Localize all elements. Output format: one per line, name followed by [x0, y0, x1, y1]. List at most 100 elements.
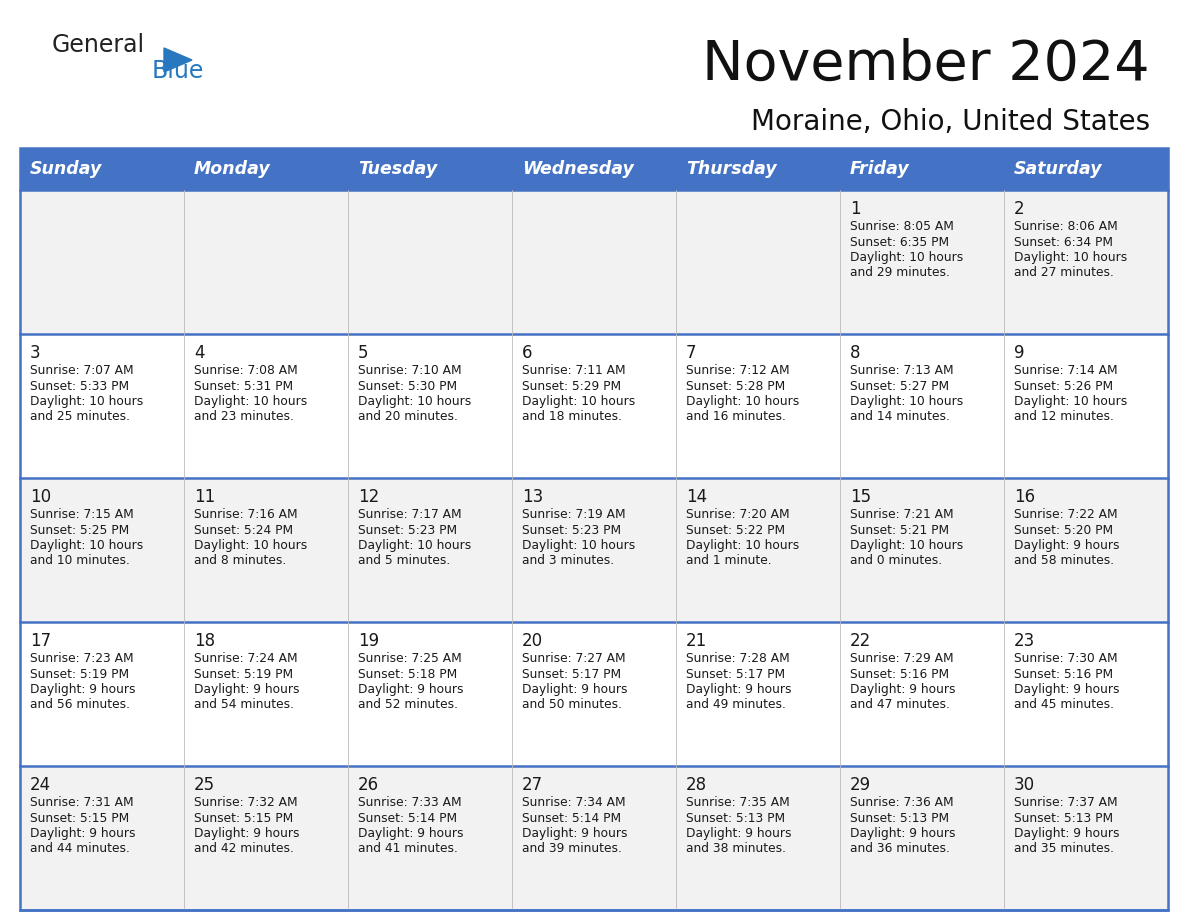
- Text: and 44 minutes.: and 44 minutes.: [30, 843, 129, 856]
- Text: Sunrise: 7:17 AM: Sunrise: 7:17 AM: [358, 508, 462, 521]
- Text: Blue: Blue: [152, 59, 204, 83]
- Text: 16: 16: [1015, 488, 1035, 506]
- Text: and 49 minutes.: and 49 minutes.: [685, 699, 786, 711]
- Text: and 58 minutes.: and 58 minutes.: [1015, 554, 1114, 567]
- Text: 6: 6: [522, 344, 532, 362]
- Text: Sunrise: 7:35 AM: Sunrise: 7:35 AM: [685, 796, 790, 809]
- Text: Daylight: 9 hours: Daylight: 9 hours: [1015, 827, 1119, 840]
- Text: Sunrise: 7:31 AM: Sunrise: 7:31 AM: [30, 796, 133, 809]
- Bar: [20, 148, 1168, 190]
- Text: Sunset: 5:22 PM: Sunset: 5:22 PM: [685, 523, 785, 536]
- Text: Sunset: 5:17 PM: Sunset: 5:17 PM: [522, 667, 621, 680]
- Text: 24: 24: [30, 776, 51, 794]
- Text: 10: 10: [30, 488, 51, 506]
- Text: Sunrise: 7:24 AM: Sunrise: 7:24 AM: [194, 652, 298, 665]
- Text: Sunset: 5:21 PM: Sunset: 5:21 PM: [849, 523, 949, 536]
- Text: 5: 5: [358, 344, 368, 362]
- Text: 1: 1: [849, 200, 860, 218]
- Text: and 1 minute.: and 1 minute.: [685, 554, 772, 567]
- Text: 22: 22: [849, 632, 871, 650]
- Text: 29: 29: [849, 776, 871, 794]
- Text: Sunset: 5:18 PM: Sunset: 5:18 PM: [358, 667, 457, 680]
- Text: 20: 20: [522, 632, 543, 650]
- Text: 4: 4: [194, 344, 204, 362]
- Text: Sunrise: 7:12 AM: Sunrise: 7:12 AM: [685, 364, 790, 377]
- Text: and 29 minutes.: and 29 minutes.: [849, 266, 950, 279]
- Text: Daylight: 10 hours: Daylight: 10 hours: [1015, 251, 1127, 264]
- Text: and 25 minutes.: and 25 minutes.: [30, 410, 129, 423]
- Text: 30: 30: [1015, 776, 1035, 794]
- Text: Daylight: 10 hours: Daylight: 10 hours: [1015, 395, 1127, 408]
- Text: 8: 8: [849, 344, 860, 362]
- Text: Sunset: 5:27 PM: Sunset: 5:27 PM: [849, 379, 949, 393]
- Bar: [20, 478, 1168, 622]
- Text: Daylight: 10 hours: Daylight: 10 hours: [522, 395, 636, 408]
- Text: Sunday: Sunday: [30, 160, 102, 178]
- Text: Daylight: 10 hours: Daylight: 10 hours: [30, 539, 144, 552]
- Text: 3: 3: [30, 344, 40, 362]
- Text: Daylight: 10 hours: Daylight: 10 hours: [194, 539, 308, 552]
- Text: Sunrise: 7:34 AM: Sunrise: 7:34 AM: [522, 796, 626, 809]
- Text: Sunrise: 7:21 AM: Sunrise: 7:21 AM: [849, 508, 954, 521]
- Text: Daylight: 9 hours: Daylight: 9 hours: [358, 827, 463, 840]
- Text: Sunset: 5:13 PM: Sunset: 5:13 PM: [849, 812, 949, 824]
- Text: Daylight: 9 hours: Daylight: 9 hours: [194, 827, 299, 840]
- Text: Sunset: 5:19 PM: Sunset: 5:19 PM: [30, 667, 129, 680]
- Text: Sunset: 5:13 PM: Sunset: 5:13 PM: [685, 812, 785, 824]
- Text: and 38 minutes.: and 38 minutes.: [685, 843, 786, 856]
- Text: and 54 minutes.: and 54 minutes.: [194, 699, 293, 711]
- Text: Sunset: 5:13 PM: Sunset: 5:13 PM: [1015, 812, 1113, 824]
- Text: and 18 minutes.: and 18 minutes.: [522, 410, 623, 423]
- Text: 7: 7: [685, 344, 696, 362]
- Text: Sunrise: 8:05 AM: Sunrise: 8:05 AM: [849, 220, 954, 233]
- Text: 17: 17: [30, 632, 51, 650]
- Text: 26: 26: [358, 776, 379, 794]
- Text: Sunset: 5:15 PM: Sunset: 5:15 PM: [194, 812, 293, 824]
- Text: Sunrise: 7:37 AM: Sunrise: 7:37 AM: [1015, 796, 1118, 809]
- Text: 13: 13: [522, 488, 543, 506]
- Text: Sunset: 6:35 PM: Sunset: 6:35 PM: [849, 236, 949, 249]
- Text: and 14 minutes.: and 14 minutes.: [849, 410, 950, 423]
- Text: Sunset: 5:23 PM: Sunset: 5:23 PM: [358, 523, 457, 536]
- Bar: [20, 334, 1168, 478]
- Text: 14: 14: [685, 488, 707, 506]
- Bar: [20, 766, 1168, 910]
- Text: Daylight: 10 hours: Daylight: 10 hours: [194, 395, 308, 408]
- Text: Sunset: 5:19 PM: Sunset: 5:19 PM: [194, 667, 293, 680]
- Text: Sunset: 5:16 PM: Sunset: 5:16 PM: [849, 667, 949, 680]
- Text: Daylight: 10 hours: Daylight: 10 hours: [30, 395, 144, 408]
- Bar: [20, 622, 1168, 766]
- Text: and 41 minutes.: and 41 minutes.: [358, 843, 457, 856]
- Text: 21: 21: [685, 632, 707, 650]
- Text: Sunrise: 7:32 AM: Sunrise: 7:32 AM: [194, 796, 298, 809]
- Text: and 0 minutes.: and 0 minutes.: [849, 554, 942, 567]
- Text: and 27 minutes.: and 27 minutes.: [1015, 266, 1114, 279]
- Text: Daylight: 9 hours: Daylight: 9 hours: [849, 827, 955, 840]
- Text: Daylight: 10 hours: Daylight: 10 hours: [358, 539, 472, 552]
- Text: Daylight: 10 hours: Daylight: 10 hours: [685, 395, 800, 408]
- Text: Sunset: 5:16 PM: Sunset: 5:16 PM: [1015, 667, 1113, 680]
- Text: and 8 minutes.: and 8 minutes.: [194, 554, 286, 567]
- Text: 25: 25: [194, 776, 215, 794]
- Text: and 12 minutes.: and 12 minutes.: [1015, 410, 1114, 423]
- Text: Sunrise: 8:06 AM: Sunrise: 8:06 AM: [1015, 220, 1118, 233]
- Text: Monday: Monday: [194, 160, 271, 178]
- Text: and 56 minutes.: and 56 minutes.: [30, 699, 129, 711]
- Text: Wednesday: Wednesday: [522, 160, 634, 178]
- Text: Sunrise: 7:15 AM: Sunrise: 7:15 AM: [30, 508, 134, 521]
- Text: 28: 28: [685, 776, 707, 794]
- Text: 15: 15: [849, 488, 871, 506]
- Text: Daylight: 9 hours: Daylight: 9 hours: [30, 827, 135, 840]
- Text: 11: 11: [194, 488, 215, 506]
- Text: 18: 18: [194, 632, 215, 650]
- Text: Daylight: 9 hours: Daylight: 9 hours: [522, 683, 627, 696]
- Text: Sunset: 5:26 PM: Sunset: 5:26 PM: [1015, 379, 1113, 393]
- Text: Sunset: 5:24 PM: Sunset: 5:24 PM: [194, 523, 293, 536]
- Text: Daylight: 9 hours: Daylight: 9 hours: [685, 683, 791, 696]
- Text: Daylight: 9 hours: Daylight: 9 hours: [849, 683, 955, 696]
- Text: and 23 minutes.: and 23 minutes.: [194, 410, 293, 423]
- Text: General: General: [52, 33, 145, 57]
- Text: 2: 2: [1015, 200, 1024, 218]
- Text: Sunset: 5:14 PM: Sunset: 5:14 PM: [522, 812, 621, 824]
- Text: Sunset: 5:31 PM: Sunset: 5:31 PM: [194, 379, 293, 393]
